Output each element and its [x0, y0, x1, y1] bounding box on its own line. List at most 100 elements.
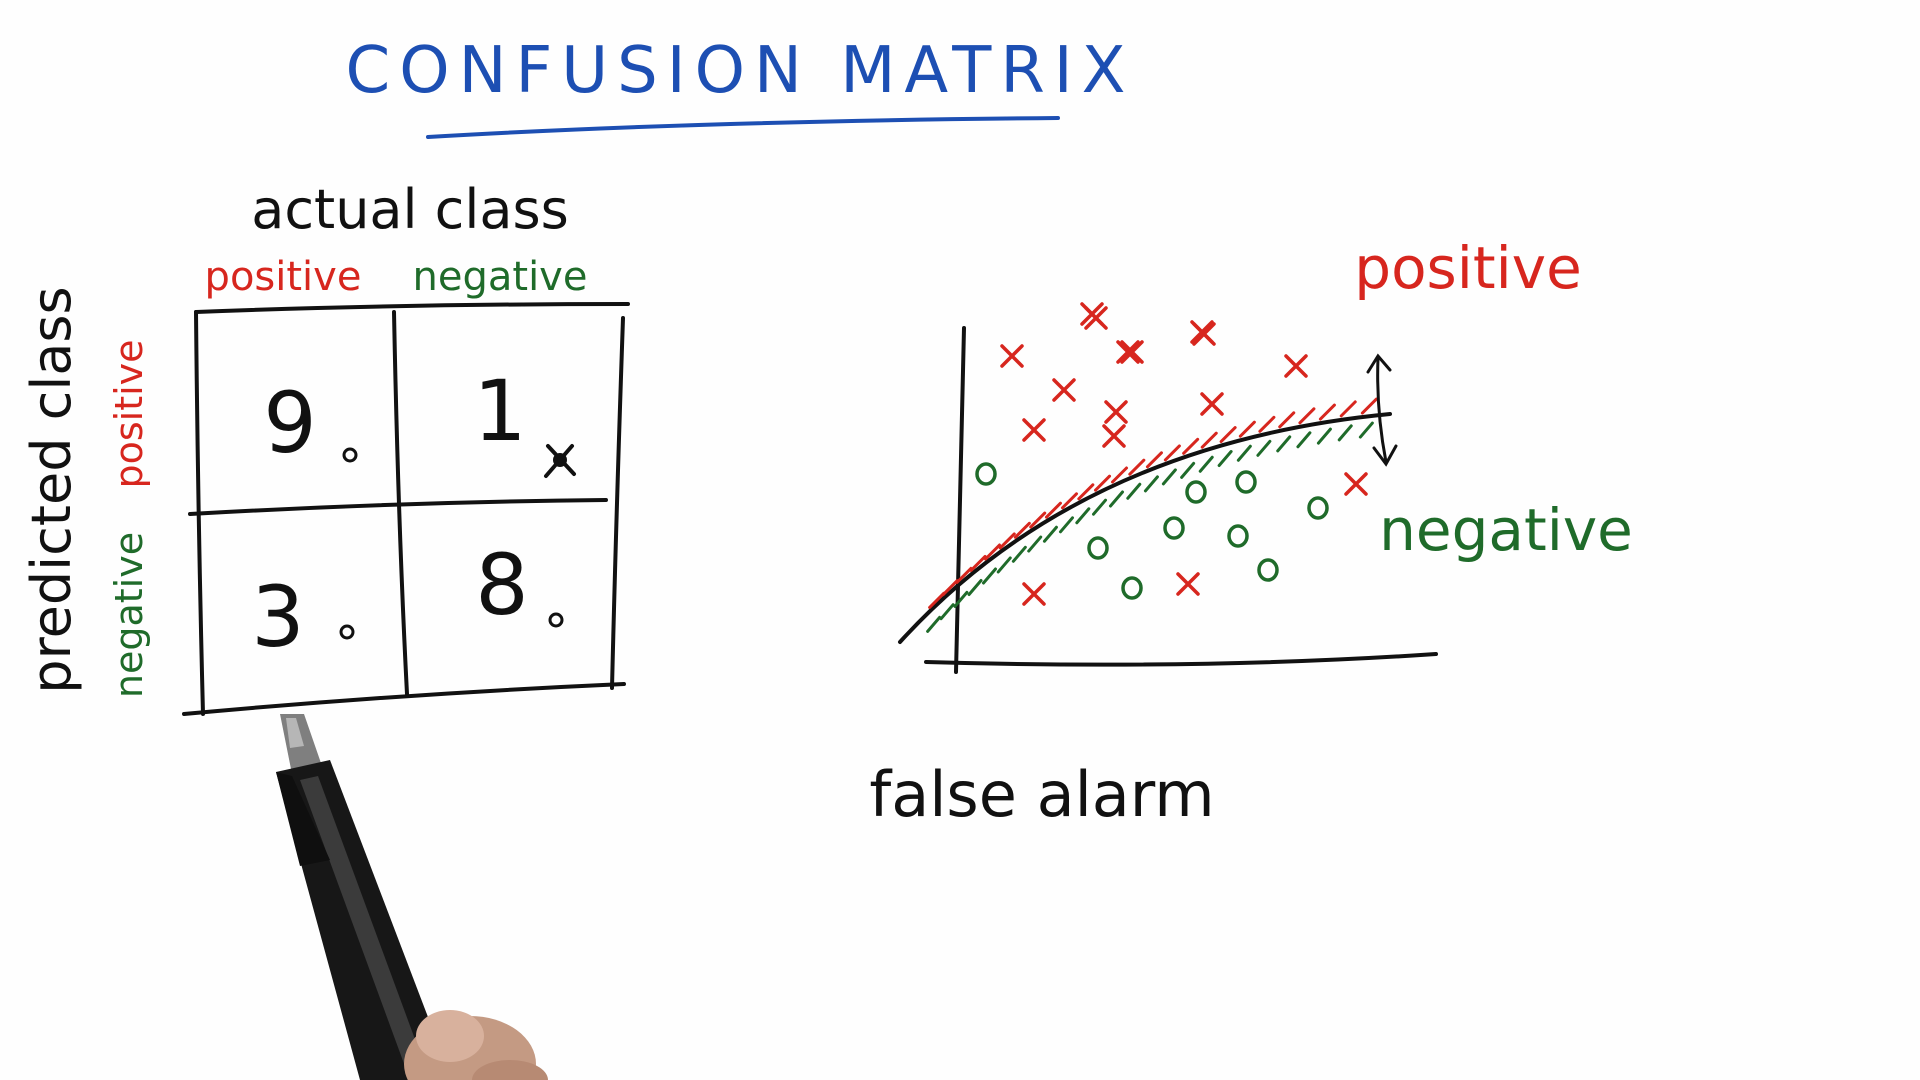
hatch-mark: [1258, 415, 1276, 433]
hatch-mark: [969, 554, 987, 572]
scatter-x-axis: [924, 652, 1438, 667]
positive-sample-marker: [1000, 344, 1024, 368]
negative-sample-marker: [1163, 516, 1185, 540]
positive-sample-marker: [1022, 418, 1046, 442]
hatch-mark: [1360, 397, 1378, 415]
boundary-hatching-negative-side: [926, 421, 1374, 633]
hatch-mark: [1316, 427, 1332, 445]
hatch-mark: [1111, 466, 1128, 484]
hatch-mark: [983, 543, 1001, 561]
hatch-mark: [1011, 545, 1027, 563]
hatch-mark: [1219, 426, 1237, 444]
hatch-mark: [926, 615, 942, 633]
hatch-mark: [941, 579, 959, 597]
hatch-mark: [1339, 400, 1357, 418]
hatch-mark: [955, 566, 973, 584]
hatch-mark: [1180, 461, 1196, 479]
hatch-mark: [1276, 435, 1292, 453]
hatch-mark: [1143, 475, 1159, 493]
hatch-mark: [1060, 492, 1078, 510]
hatch-mark: [1256, 439, 1272, 457]
hatch-mark: [953, 590, 969, 608]
hatch-mark: [1238, 420, 1256, 438]
hatch-mark: [1058, 516, 1074, 534]
negative-sample-marker: [1185, 480, 1207, 504]
hatch-mark: [1094, 474, 1112, 492]
hatch-mark: [1077, 483, 1095, 501]
grid-line-middle-horizontal: [188, 498, 608, 516]
hatch-mark: [1318, 403, 1336, 421]
hatch-mark: [996, 556, 1012, 574]
region-label-positive: positive: [1354, 234, 1582, 302]
matrix-grid: [182, 302, 630, 716]
column-label-negative: negative: [413, 254, 588, 300]
positive-sample-marker: [1200, 392, 1224, 416]
row-label-negative: negative: [107, 532, 151, 698]
hatch-mark: [1296, 431, 1312, 449]
hand: [404, 1010, 548, 1080]
hatch-mark: [1217, 450, 1233, 468]
hatch-mark: [1198, 455, 1214, 473]
hatch-mark: [1182, 437, 1200, 455]
hatch-mark: [1200, 431, 1218, 449]
decision-boundary-curve: [898, 412, 1392, 644]
positive-samples: [1000, 302, 1368, 606]
hatch-mark: [1013, 521, 1031, 539]
hatch-mark: [1027, 535, 1043, 553]
negative-sample-marker: [1235, 470, 1257, 494]
positive-sample-marker: [1190, 320, 1214, 344]
grid-line-bottom: [182, 682, 626, 716]
hatch-mark: [1075, 507, 1091, 525]
grid-line-left: [194, 310, 205, 716]
negative-sample-marker: [975, 462, 997, 486]
hatch-mark: [1109, 490, 1124, 508]
region-label-negative: negative: [1379, 496, 1633, 564]
hatch-mark: [928, 591, 946, 609]
false-alarm-note: false alarm: [869, 758, 1214, 831]
boundary-hatching-positive-side: [928, 397, 1378, 609]
positive-sample-marker: [1120, 340, 1144, 364]
hatch-mark: [1358, 421, 1374, 439]
positive-sample-marker: [1344, 472, 1368, 496]
cell-false-negative-value: 3: [251, 568, 304, 666]
column-header: actual class: [251, 178, 569, 241]
hatch-mark: [967, 578, 983, 596]
column-label-positive: positive: [205, 254, 362, 300]
grid-line-middle-vertical: [392, 310, 409, 696]
cell-true-positive-value: 9: [263, 374, 316, 472]
hatch-mark: [1044, 501, 1062, 519]
negative-sample-marker: [1227, 524, 1249, 548]
hatch-mark: [998, 532, 1016, 550]
hatch-mark: [1236, 444, 1252, 462]
hatch-mark: [1161, 468, 1177, 486]
positive-sample-marker: [1104, 400, 1128, 424]
hatch-mark: [1163, 444, 1181, 462]
positive-sample-marker: [1116, 340, 1140, 364]
positive-sample-marker: [1176, 572, 1200, 596]
boundary-shift-arrow: [1366, 353, 1398, 467]
negative-sample-marker: [1307, 496, 1329, 520]
hatch-mark: [981, 567, 997, 585]
hatch-mark: [1128, 458, 1146, 476]
negative-sample-marker: [1121, 576, 1143, 600]
grid-line-right: [610, 316, 625, 690]
hatch-mark: [1126, 482, 1142, 500]
negative-sample-marker: [1257, 558, 1279, 582]
positive-sample-marker: [1284, 354, 1308, 378]
positive-sample-marker: [1084, 306, 1108, 330]
hatch-mark: [1092, 498, 1108, 516]
hatch-mark: [1145, 451, 1163, 469]
hatch-mark: [1029, 511, 1047, 529]
grid-line-top: [194, 302, 630, 314]
scatter-y-axis: [954, 326, 966, 674]
hatch-mark: [1337, 424, 1353, 442]
positive-sample-marker: [1052, 378, 1076, 402]
hatch-mark: [1298, 407, 1316, 425]
title-underline: [426, 116, 1060, 139]
positive-sample-marker: [1022, 582, 1046, 606]
positive-sample-marker: [1102, 424, 1126, 448]
hatch-mark: [939, 603, 955, 621]
cell-true-positive-mark: [342, 447, 358, 463]
